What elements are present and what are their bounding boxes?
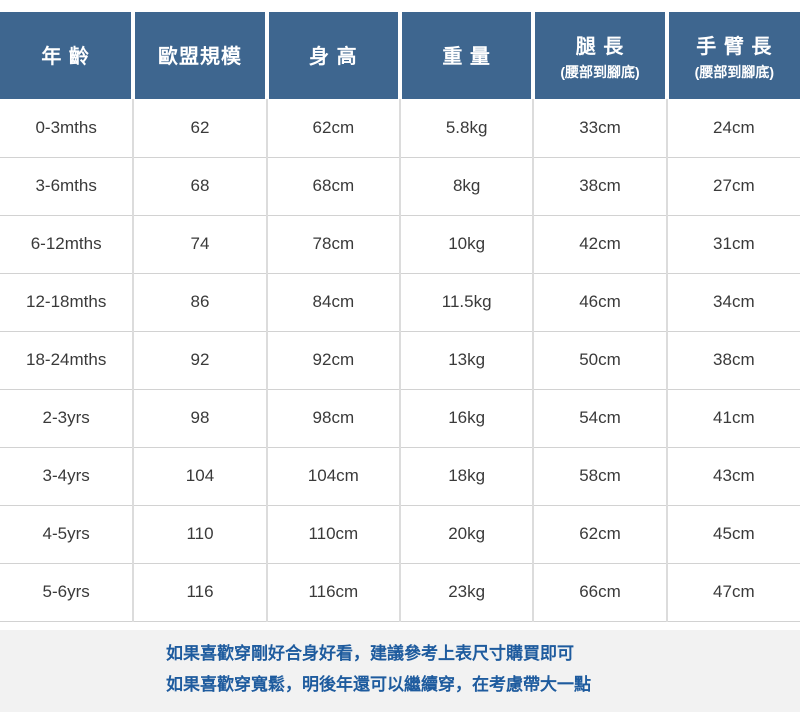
- table-cell: 45cm: [665, 505, 800, 564]
- table-row: 18-24mths 92 92cm 13kg 50cm 38cm: [0, 331, 800, 390]
- note-line-2: 如果喜歡穿寬鬆，明後年還可以繼續穿，在考慮帶大一點: [166, 674, 591, 694]
- table-row: 3-4yrs 104 104cm 18kg 58cm 43cm: [0, 447, 800, 506]
- column-title: 身 高: [309, 45, 358, 68]
- table-cell: 47cm: [665, 563, 800, 622]
- table-header-cell-weight: 重 量: [397, 12, 534, 99]
- table-cell: 78cm: [265, 215, 400, 274]
- table-header-cell-height: 身 高: [264, 12, 400, 99]
- column-title: 年 齡: [41, 45, 90, 68]
- table-cell: 5.8kg: [398, 99, 534, 158]
- table-row: 0-3mths 62 62cm 5.8kg 33cm 24cm: [0, 99, 800, 158]
- table-row: 3-6mths 68 68cm 8kg 38cm 27cm: [0, 157, 800, 216]
- table-cell: 16kg: [398, 389, 534, 448]
- table-cell: 74: [132, 215, 267, 274]
- table-cell: 12-18mths: [0, 273, 134, 332]
- table-cell: 31cm: [665, 215, 800, 274]
- table-row: 2-3yrs 98 98cm 16kg 54cm 41cm: [0, 389, 800, 448]
- table-cell: 86: [132, 273, 267, 332]
- table-cell: 62cm: [532, 505, 667, 564]
- table-cell: 43cm: [665, 447, 800, 506]
- table-cell: 104: [132, 447, 267, 506]
- table-cell: 92cm: [265, 331, 400, 390]
- table-header-cell-eu-size: 歐盟規模: [131, 12, 267, 99]
- table-header-cell-age: 年 齡: [0, 12, 134, 99]
- column-subtitle: (腰部到腳底): [560, 63, 640, 80]
- size-table: 年 齡 歐盟規模 身 高 重 量 腿 長 (腰部到腳底): [0, 12, 800, 622]
- column-title: 手 臂 長: [696, 35, 773, 58]
- table-cell: 10kg: [398, 215, 534, 274]
- table-cell: 62: [132, 99, 267, 158]
- table-cell: 27cm: [665, 157, 800, 216]
- table-cell: 58cm: [532, 447, 667, 506]
- table-cell: 3-6mths: [0, 157, 134, 216]
- table-row: 12-18mths 86 84cm 11.5kg 46cm 34cm: [0, 273, 800, 332]
- table-cell: 98: [132, 389, 267, 448]
- column-title: 重 量: [442, 45, 491, 68]
- table-row: 4-5yrs 110 110cm 20kg 62cm 45cm: [0, 505, 800, 564]
- table-cell: 62cm: [265, 99, 400, 158]
- table-row: 5-6yrs 116 116cm 23kg 66cm 47cm: [0, 563, 800, 622]
- table-cell: 54cm: [532, 389, 667, 448]
- table-cell: 38cm: [532, 157, 667, 216]
- table-cell: 46cm: [532, 273, 667, 332]
- table-cell: 41cm: [665, 389, 800, 448]
- table-row: 6-12mths 74 78cm 10kg 42cm 31cm: [0, 215, 800, 274]
- table-cell: 8kg: [398, 157, 534, 216]
- column-title: 歐盟規模: [157, 45, 242, 68]
- table-header-cell-leg-length: 腿 長 (腰部到腳底): [531, 12, 667, 99]
- table-cell: 92: [132, 331, 267, 390]
- table-cell: 84cm: [265, 273, 400, 332]
- table-cell: 110cm: [265, 505, 400, 564]
- size-table-head: 年 齡 歐盟規模 身 高 重 量 腿 長 (腰部到腳底): [0, 12, 800, 99]
- column-title: 腿 長: [575, 35, 625, 58]
- table-cell: 104cm: [265, 447, 400, 506]
- table-cell: 18-24mths: [0, 331, 134, 390]
- table-cell: 34cm: [665, 273, 800, 332]
- table-cell: 3-4yrs: [0, 447, 134, 506]
- table-cell: 33cm: [532, 99, 667, 158]
- table-header-row: 年 齡 歐盟規模 身 高 重 量 腿 長 (腰部到腳底): [0, 12, 800, 99]
- table-cell: 50cm: [532, 331, 667, 390]
- table-cell: 13kg: [398, 331, 534, 390]
- size-note: 如果喜歡穿剛好合身好看，建議參考上表尺寸購買即可 如果喜歡穿寬鬆，明後年還可以繼…: [0, 629, 800, 712]
- table-cell: 2-3yrs: [0, 389, 134, 448]
- table-cell: 110: [132, 505, 267, 564]
- table-cell: 0-3mths: [0, 99, 134, 158]
- note-line-1: 如果喜歡穿剛好合身好看，建議參考上表尺寸購買即可: [166, 643, 574, 663]
- table-cell: 23kg: [398, 563, 534, 622]
- table-cell: 98cm: [265, 389, 400, 448]
- table-cell: 68: [132, 157, 267, 216]
- table-cell: 38cm: [665, 331, 800, 390]
- column-subtitle: (腰部到腳底): [694, 63, 774, 80]
- table-cell: 42cm: [532, 215, 667, 274]
- table-cell: 66cm: [532, 563, 667, 622]
- table-cell: 11.5kg: [398, 273, 534, 332]
- table-cell: 24cm: [665, 99, 800, 158]
- table-cell: 116cm: [265, 563, 400, 622]
- size-table-body: 0-3mths 62 62cm 5.8kg 33cm 24cm 3-6mths 68 68cm 8…: [0, 99, 800, 622]
- table-cell: 116: [132, 563, 267, 622]
- table-cell: 68cm: [265, 157, 400, 216]
- table-cell: 5-6yrs: [0, 563, 134, 622]
- table-header-cell-arm-length: 手 臂 長 (腰部到腳底): [664, 12, 800, 99]
- table-cell: 18kg: [398, 447, 534, 506]
- table-cell: 20kg: [398, 505, 534, 564]
- table-cell: 4-5yrs: [0, 505, 134, 564]
- table-cell: 6-12mths: [0, 215, 134, 274]
